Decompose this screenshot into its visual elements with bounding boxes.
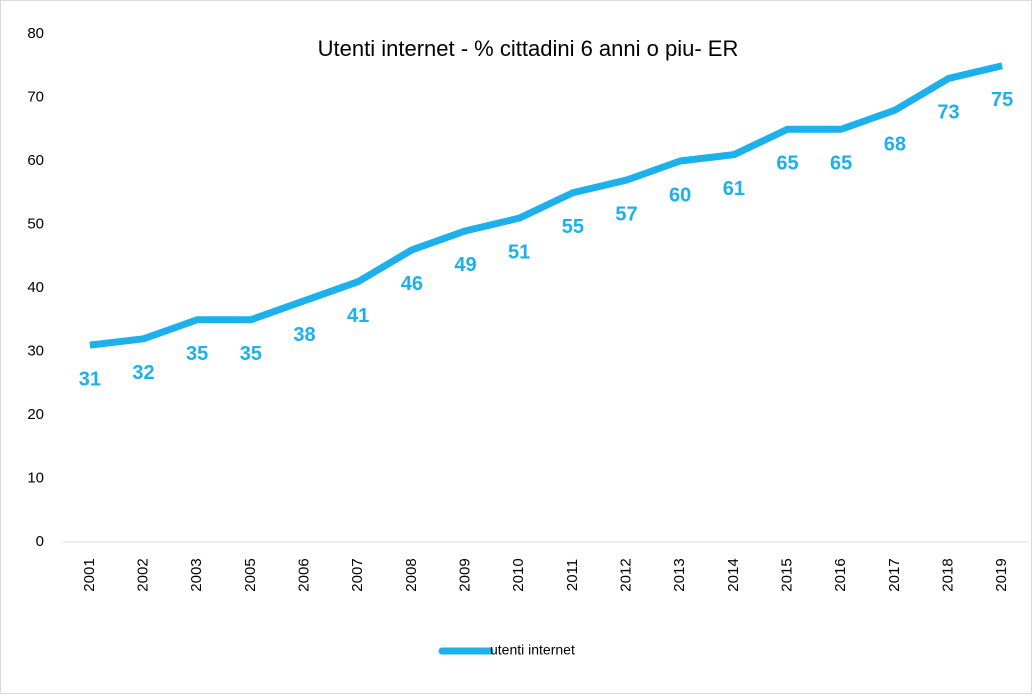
x-tick-label: 2016 — [832, 558, 849, 591]
x-tick-label: 2018 — [939, 558, 956, 591]
legend-label: utenti internet — [490, 642, 575, 658]
data-label: 75 — [991, 89, 1013, 111]
data-label: 65 — [830, 153, 852, 175]
data-label: 35 — [186, 343, 208, 365]
data-label: 35 — [240, 343, 262, 365]
data-label: 46 — [401, 273, 423, 295]
data-label: 61 — [723, 178, 745, 200]
data-label: 38 — [293, 324, 315, 346]
data-label: 51 — [508, 241, 530, 263]
y-tick-label: 60 — [27, 152, 44, 169]
data-label: 73 — [937, 102, 959, 124]
data-label: 60 — [669, 184, 691, 206]
x-tick-label: 2002 — [134, 558, 151, 591]
x-tick-label: 2006 — [295, 558, 312, 591]
y-tick-label: 10 — [27, 469, 44, 486]
y-tick-label: 20 — [27, 406, 44, 423]
x-tick-label: 2007 — [349, 558, 366, 591]
x-tick-label: 2017 — [886, 558, 903, 591]
y-tick-label: 50 — [27, 215, 44, 232]
data-label: 57 — [615, 203, 637, 225]
data-label: 65 — [776, 153, 798, 175]
x-tick-label: 2011 — [564, 559, 581, 591]
y-tick-label: 80 — [27, 25, 44, 42]
y-tick-label: 30 — [27, 342, 44, 359]
data-label: 49 — [454, 254, 476, 276]
x-tick-label: 2003 — [188, 558, 205, 591]
data-label: 55 — [562, 216, 584, 238]
x-tick-label: 2008 — [403, 558, 420, 591]
y-tick-label: 40 — [27, 279, 44, 296]
x-tick-label: 2010 — [510, 558, 527, 591]
data-label: 68 — [884, 133, 906, 155]
x-tick-label: 2005 — [242, 558, 259, 591]
line-series — [89, 62, 1003, 349]
y-tick-label: 70 — [27, 88, 44, 105]
x-tick-label: 2013 — [671, 558, 688, 591]
chart-title: Utenti internet - % cittadini 6 anni o p… — [318, 36, 739, 61]
x-tick-label: 2014 — [725, 558, 742, 591]
data-label: 41 — [347, 305, 369, 327]
x-tick-label: 2015 — [778, 558, 795, 591]
y-tick-label: 0 — [36, 533, 44, 550]
data-label: 32 — [132, 362, 154, 384]
x-tick-label: 2012 — [617, 558, 634, 591]
x-tick-label: 2001 — [81, 558, 98, 591]
x-tick-label: 2009 — [456, 558, 473, 591]
data-label: 31 — [79, 368, 101, 390]
x-tick-label: 2019 — [993, 558, 1010, 591]
